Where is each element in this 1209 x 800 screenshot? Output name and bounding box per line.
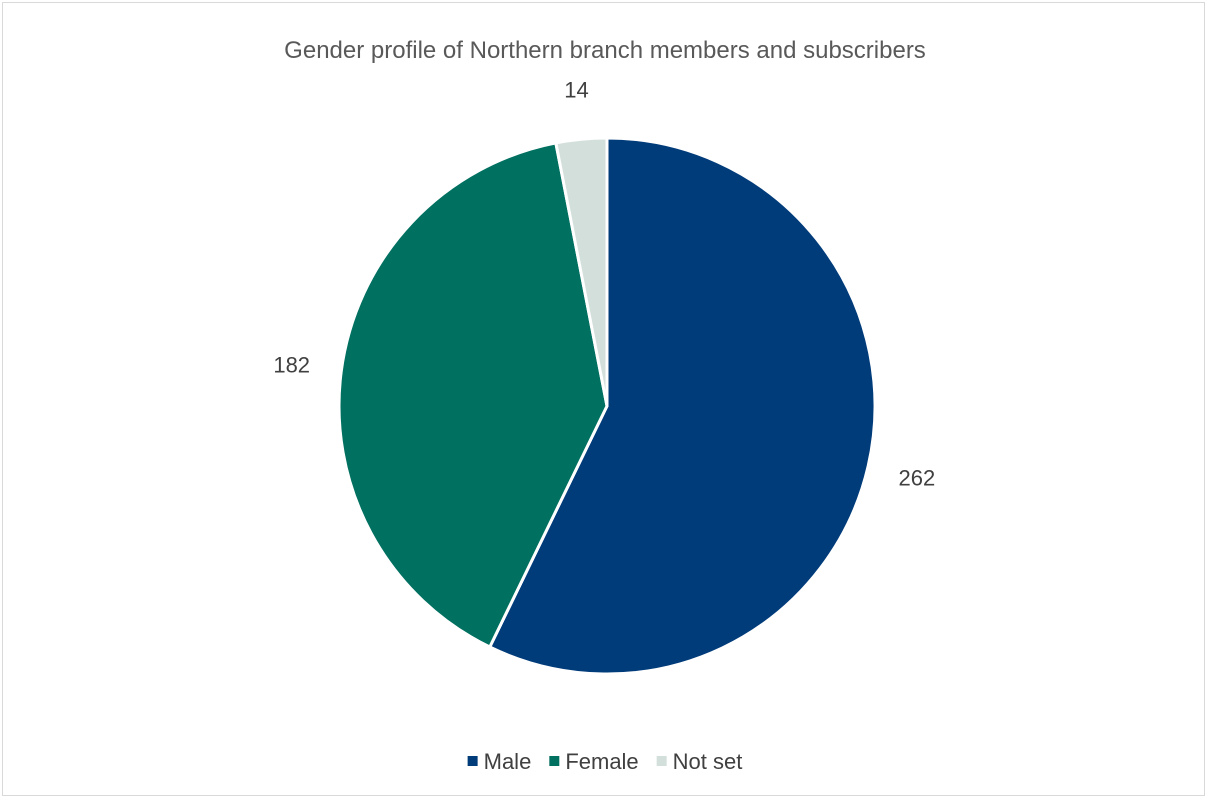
pie-slice-female — [337, 141, 609, 649]
data-label-female: 182 — [273, 353, 310, 378]
pie-slice-not-set — [554, 136, 609, 408]
data-label-male: 262 — [899, 465, 936, 490]
chart-title: Gender profile of Northern branch member… — [284, 37, 926, 64]
legend-swatch-not-set — [656, 756, 667, 766]
pie-chart: Gender profile of Northern branch member… — [273, 37, 935, 774]
legend-label-female: Female — [565, 749, 638, 774]
chart-legend: Male Female Not set — [467, 749, 743, 774]
legend-label-male: Male — [484, 749, 532, 774]
legend-label-not-set: Not set — [673, 749, 743, 774]
pie-data-labels: 262 182 14 — [273, 77, 935, 490]
data-label-not-set: 14 — [564, 77, 588, 102]
pie-slice-male — [488, 136, 877, 676]
legend-swatch-female — [549, 756, 560, 766]
pie-slices — [337, 136, 877, 676]
legend-swatch-male — [467, 756, 478, 766]
